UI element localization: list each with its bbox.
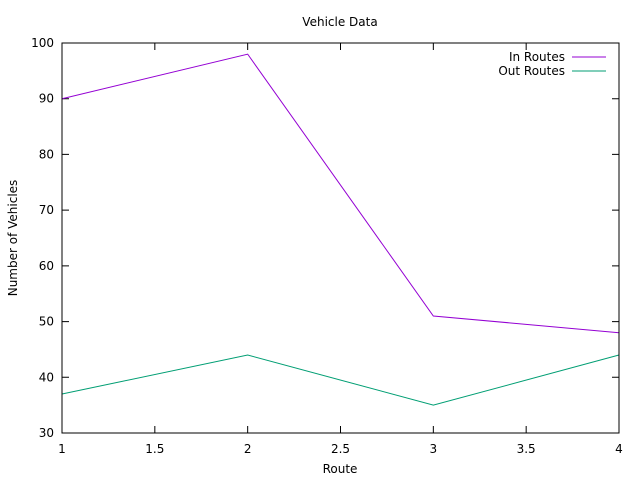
y-tick-label: 60	[39, 259, 54, 273]
y-axis-label: Number of Vehicles	[6, 180, 20, 297]
legend-label: Out Routes	[498, 64, 565, 78]
series-line-1	[61, 53, 620, 334]
x-tick-label: 1	[58, 442, 66, 456]
series-lines	[61, 53, 620, 406]
legend-label: In Routes	[509, 50, 565, 64]
x-axis-label: Route	[323, 462, 358, 476]
x-tick-label: 2	[244, 442, 252, 456]
y-tick-label: 90	[39, 92, 54, 106]
y-tick-label: 100	[31, 36, 54, 50]
y-tick-label: 40	[39, 370, 54, 384]
y-tick-label: 80	[39, 147, 54, 161]
series-line-2	[61, 354, 620, 406]
tick-marks	[61, 42, 620, 434]
x-tick-label: 1.5	[145, 442, 164, 456]
y-tick-label: 30	[39, 426, 54, 440]
plot-frame	[61, 42, 620, 434]
y-tick-label: 50	[39, 315, 54, 329]
chart-title: Vehicle Data	[302, 15, 377, 29]
tick-labels: 1 1.5 2 2.5 3 3.5 4 30 40 50 60 70 80 90 100	[31, 36, 623, 456]
x-tick-label: 3.5	[517, 442, 536, 456]
x-tick-label: 3	[430, 442, 438, 456]
x-tick-label: 2.5	[331, 442, 350, 456]
x-tick-label: 4	[615, 442, 623, 456]
y-tick-label: 70	[39, 203, 54, 217]
